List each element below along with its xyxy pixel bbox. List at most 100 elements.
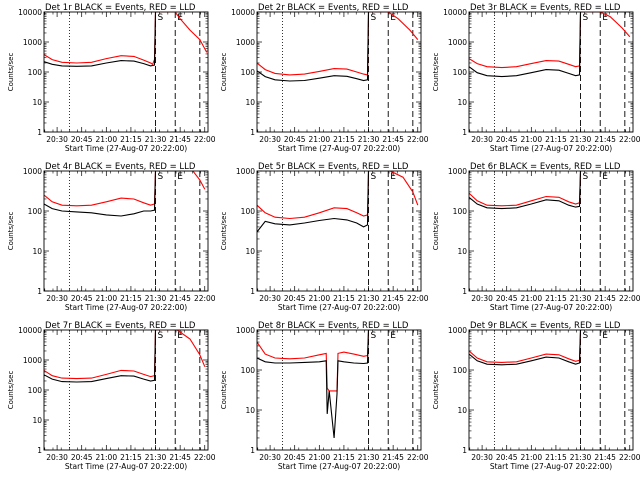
y-tick-label: 10 (245, 98, 255, 107)
chart-panel-1: Det 1r BLACK = Events, RED = LLD Counts/s… (7, 3, 216, 153)
y-tick-label: 10 (245, 247, 255, 256)
x-tick-label: 21:15 (120, 294, 142, 303)
y-tick-label: 1000 (236, 167, 255, 176)
y-tick-label: 10 (457, 98, 467, 107)
y-tick-label: 1 (462, 446, 467, 455)
x-tick-label: 21:15 (333, 135, 355, 144)
x-tick-label: 21:00 (95, 294, 117, 303)
x-tick-label: 21:00 (308, 135, 330, 144)
x-tick-label: 20:45 (284, 453, 306, 462)
x-tick-label: 21:30 (358, 135, 380, 144)
chart-title: Det 7r BLACK = Events, RED = LLD (45, 321, 196, 331)
x-tick-label: 20:30 (259, 453, 281, 462)
event-marker-label: E (602, 13, 608, 23)
chart-panel-9: Det 9r BLACK = Events, RED = LLD Counts/s… (432, 321, 640, 471)
event-marker-label: E (390, 331, 396, 341)
event-marker-label: E (390, 172, 396, 182)
x-tick-label: 21:45 (594, 294, 616, 303)
chart-panel-4: Det 4r BLACK = Events, RED = LLD Counts/s… (7, 162, 216, 312)
chart-title: Det 9r BLACK = Events, RED = LLD (470, 321, 621, 331)
x-tick-label: 21:15 (545, 453, 567, 462)
lld-series-line (44, 330, 206, 380)
y-tick-label: 100 (28, 386, 43, 395)
lld-series-line (44, 171, 206, 207)
x-axis-label: Start Time (27-Aug-07 20:22:00) (278, 462, 400, 471)
x-tick-label: 20:45 (496, 135, 518, 144)
x-axis-label: Start Time (27-Aug-07 20:22:00) (65, 144, 187, 153)
x-tick-label: 21:30 (358, 453, 380, 462)
x-tick-label: 21:45 (169, 135, 191, 144)
y-tick-label: 1000 (23, 356, 42, 365)
x-tick-label: 21:00 (520, 135, 542, 144)
chart-panel-5: Det 5r BLACK = Events, RED = LLD Counts/s… (220, 162, 429, 312)
x-tick-label: 21:15 (333, 294, 355, 303)
x-axis-label: Start Time (27-Aug-07 20:22:00) (65, 303, 187, 312)
y-axis-label: Counts/sec (7, 371, 15, 410)
chart-panel-8: Det 8r BLACK = Events, RED = LLD Counts/s… (220, 321, 429, 471)
x-tick-label: 21:45 (594, 453, 616, 462)
y-axis-label: Counts/sec (432, 371, 440, 410)
event-marker-label: S (371, 331, 377, 341)
lld-series-line (257, 171, 419, 220)
event-marker-label: S (583, 331, 589, 341)
chart-panel-7: Det 7r BLACK = Events, RED = LLD Counts/s… (7, 321, 216, 471)
event-marker-label: E (177, 331, 183, 341)
x-tick-label: 21:45 (169, 294, 191, 303)
y-axis-label: Counts/sec (220, 212, 228, 251)
x-tick-label: 22:00 (407, 453, 429, 462)
x-tick-label: 21:30 (570, 135, 592, 144)
events-series-line (469, 330, 582, 366)
x-tick-label: 21:00 (95, 453, 117, 462)
x-tick-label: 20:45 (284, 294, 306, 303)
x-tick-label: 20:30 (471, 453, 493, 462)
event-marker-label: S (158, 13, 164, 23)
y-tick-label: 10000 (231, 8, 255, 17)
event-marker-label: E (390, 13, 396, 23)
y-tick-label: 10 (457, 247, 467, 256)
x-tick-label: 21:00 (520, 294, 542, 303)
x-tick-label: 21:15 (120, 453, 142, 462)
chart-title: Det 3r BLACK = Events, RED = LLD (470, 3, 621, 13)
y-tick-label: 1000 (23, 38, 42, 47)
y-axis-label: Counts/sec (7, 212, 15, 251)
chart-title: Det 6r BLACK = Events, RED = LLD (470, 162, 621, 172)
chart-panel-3: Det 3r BLACK = Events, RED = LLD Counts/s… (432, 3, 640, 153)
y-tick-label: 100 (453, 366, 468, 375)
x-tick-label: 22:00 (194, 135, 216, 144)
x-tick-label: 21:45 (382, 453, 404, 462)
x-tick-label: 21:00 (520, 453, 542, 462)
y-tick-label: 100 (453, 68, 468, 77)
x-tick-label: 21:30 (145, 294, 167, 303)
y-tick-label: 1 (462, 287, 467, 296)
y-tick-label: 1000 (236, 326, 255, 335)
x-tick-label: 20:45 (71, 453, 93, 462)
events-series-line (44, 12, 157, 67)
x-tick-label: 20:30 (471, 135, 493, 144)
y-tick-label: 10 (457, 406, 467, 415)
y-tick-label: 10 (32, 247, 42, 256)
x-tick-label: 20:30 (46, 453, 68, 462)
y-axis-label: Counts/sec (220, 53, 228, 92)
events-series-line (44, 330, 157, 383)
chart-panel-6: Det 6r BLACK = Events, RED = LLD Counts/s… (432, 162, 640, 312)
event-marker-label: S (158, 172, 164, 182)
y-tick-label: 1 (250, 287, 255, 296)
x-tick-label: 20:45 (71, 294, 93, 303)
y-tick-label: 1000 (448, 326, 467, 335)
plot-frame (468, 329, 634, 451)
plot-frame (468, 11, 634, 133)
x-tick-label: 21:30 (145, 135, 167, 144)
plot-frame (468, 170, 634, 292)
x-tick-label: 20:30 (46, 294, 68, 303)
chart-title: Det 4r BLACK = Events, RED = LLD (45, 162, 196, 172)
y-tick-label: 10000 (18, 8, 42, 17)
y-tick-label: 1 (37, 446, 42, 455)
x-tick-label: 21:15 (545, 135, 567, 144)
plot-frame (256, 11, 422, 133)
event-marker-label: S (371, 172, 377, 182)
y-axis-label: Counts/sec (7, 53, 15, 92)
y-tick-label: 1 (37, 287, 42, 296)
x-axis-label: Start Time (27-Aug-07 20:22:00) (490, 144, 612, 153)
plot-frame (43, 170, 209, 292)
event-marker-label: S (158, 331, 164, 341)
